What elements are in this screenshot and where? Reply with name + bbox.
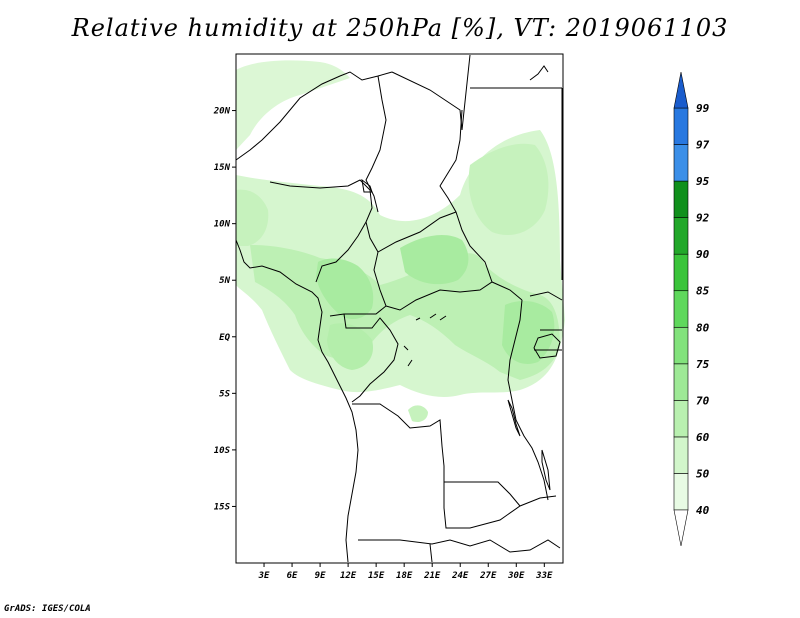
border-cameroon <box>329 221 387 317</box>
lon-label: 24E <box>451 571 469 581</box>
coastline <box>235 239 359 563</box>
colorbar-segment <box>673 107 689 145</box>
border-nigeria <box>269 179 373 283</box>
humidity-area-gabon <box>327 323 374 370</box>
longitude-ticks: 3E 6E 9E 12E 15E 18E 21E 24E 27E 30E 33E <box>258 563 553 581</box>
lon-label: 33E <box>535 571 553 581</box>
lat-label: 20N <box>213 107 231 117</box>
lake-malawi <box>541 449 551 491</box>
border-algeria-niger <box>235 71 393 161</box>
border-libya-chad <box>391 54 471 131</box>
humidity-area-cameroon <box>316 258 374 320</box>
border-angola-south <box>358 539 561 553</box>
lat-label: 5N <box>219 276 230 286</box>
colorbar-segment <box>673 400 689 438</box>
colorbar-segment <box>673 326 689 365</box>
colorbar-segment <box>673 217 689 255</box>
border-zambia <box>429 482 557 563</box>
lon-label: 6E <box>287 571 298 581</box>
colorbar-segment <box>673 180 689 218</box>
map-frame <box>235 53 564 564</box>
lat-label: 15N <box>214 163 231 173</box>
humidity-area-car <box>400 234 469 285</box>
border-congo <box>343 313 399 403</box>
lon-label: 21E <box>423 571 441 581</box>
lon-label: 12E <box>340 571 357 581</box>
colorbar-label: 70 <box>696 394 710 407</box>
humidity-field <box>236 60 565 422</box>
border-niger-chad <box>365 75 387 213</box>
colorbar-label: 50 <box>696 467 710 480</box>
colorbar: 40 50 60 70 75 80 85 90 92 95 97 99 <box>673 71 710 547</box>
lat-label: 10S <box>214 446 231 456</box>
colorbar-label: 97 <box>696 139 710 152</box>
lake-chad <box>361 178 373 193</box>
lon-label: 30E <box>507 571 525 581</box>
border-drc-east <box>507 299 549 501</box>
colorbar-label: 99 <box>696 102 710 115</box>
colorbar-label: 80 <box>696 321 710 334</box>
colorbar-segment <box>673 290 689 328</box>
lake-tanganyika <box>507 399 521 437</box>
river-congo <box>403 313 447 367</box>
colorbar-segment <box>673 363 689 401</box>
border-car <box>377 211 523 311</box>
country-borders <box>235 54 563 563</box>
colorbar-label: 90 <box>696 248 710 261</box>
humidity-area-west-coast <box>236 189 269 246</box>
lat-label: 15S <box>214 502 231 512</box>
colorbar-segment <box>673 253 689 292</box>
colorbar-segment <box>673 144 689 182</box>
lon-label: 15E <box>368 571 385 581</box>
border-east-africa <box>529 88 563 351</box>
colorbar-label: 75 <box>696 358 710 371</box>
lon-label: 3E <box>258 571 270 581</box>
colorbar-bottom-arrow <box>673 509 689 547</box>
credit-label: GrADS: IGES/COLA <box>4 604 91 614</box>
colorbar-label: 40 <box>696 504 710 517</box>
colorbar-label: 60 <box>696 431 710 444</box>
border-chad-sudan <box>439 109 493 283</box>
lon-label: 9E <box>315 571 326 581</box>
coast-red-sea <box>529 65 549 81</box>
lat-label: EQ <box>219 333 230 343</box>
humidity-area-great-lakes <box>502 300 555 365</box>
humidity-area-angola-spot <box>408 405 428 422</box>
colorbar-segment <box>673 473 689 511</box>
border-angola <box>352 403 521 507</box>
colorbar-label: 95 <box>696 175 710 188</box>
humidity-area-north-west <box>236 60 350 150</box>
humidity-area-sudan <box>468 143 549 236</box>
map-title: Relative humidity at 250hPa [%], VT: 201… <box>71 14 729 42</box>
latitude-ticks: 20N 15N 10N 5N EQ 5S 10S 15S <box>213 107 236 512</box>
colorbar-label: 85 <box>696 285 710 298</box>
colorbar-top-arrow <box>673 71 689 109</box>
lake-victoria <box>533 333 561 359</box>
colorbar-segment <box>673 436 689 474</box>
lon-label: 27E <box>479 571 497 581</box>
lon-label: 18E <box>396 571 413 581</box>
lat-label: 5S <box>219 389 230 399</box>
colorbar-label: 92 <box>696 212 710 225</box>
lat-label: 10N <box>214 220 231 230</box>
